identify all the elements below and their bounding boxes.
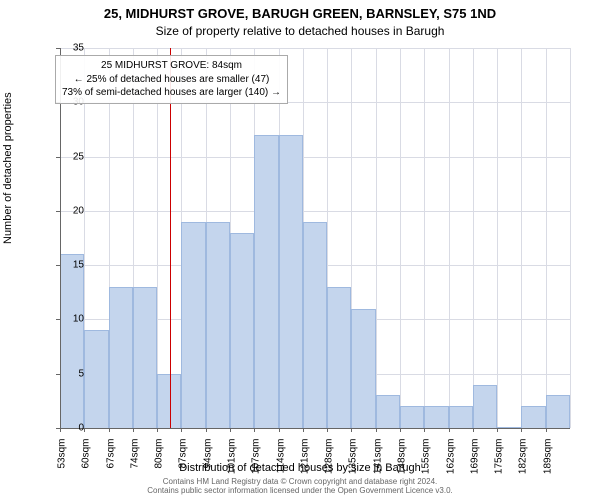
grid-line <box>60 48 570 49</box>
chart-plot-area: 53sqm60sqm67sqm74sqm80sqm87sqm94sqm101sq… <box>60 48 570 428</box>
y-tick-label: 10 <box>54 314 84 325</box>
histogram-bar <box>206 222 230 428</box>
chart-subtitle: Size of property relative to detached ho… <box>0 24 600 38</box>
histogram-bar <box>84 330 108 428</box>
y-tick-label: 25 <box>54 151 84 162</box>
histogram-bar <box>181 222 205 428</box>
y-axis-label: Number of detached properties <box>2 92 14 244</box>
footer-line1: Contains HM Land Registry data © Crown c… <box>163 477 438 486</box>
histogram-bar <box>109 287 133 428</box>
histogram-bar <box>327 287 351 428</box>
footer-attribution: Contains HM Land Registry data © Crown c… <box>0 477 600 496</box>
grid-line <box>60 157 570 158</box>
histogram-bar <box>133 287 157 428</box>
annotation-line: ← 25% of detached houses are smaller (47… <box>62 73 281 87</box>
histogram-bar <box>60 254 84 428</box>
y-tick-label: 20 <box>54 205 84 216</box>
histogram-bar <box>449 406 473 428</box>
histogram-bar <box>376 395 400 428</box>
histogram-bar <box>303 222 327 428</box>
chart-title: 25, MIDHURST GROVE, BARUGH GREEN, BARNSL… <box>0 6 600 21</box>
annotation-line: 25 MIDHURST GROVE: 84sqm <box>62 59 281 73</box>
histogram-bar <box>254 135 278 428</box>
y-tick-label: 5 <box>54 368 84 379</box>
histogram-bar <box>230 233 254 428</box>
histogram-bar <box>279 135 303 428</box>
grid-line <box>60 211 570 212</box>
x-axis-label: Distribution of detached houses by size … <box>0 462 600 474</box>
reference-line <box>170 48 171 428</box>
y-tick-label: 0 <box>54 423 84 434</box>
annotation-line: 73% of semi-detached houses are larger (… <box>62 86 281 100</box>
histogram-bar <box>521 406 545 428</box>
histogram-bar <box>473 385 497 428</box>
y-tick-label: 15 <box>54 260 84 271</box>
histogram-bar <box>351 309 375 428</box>
histogram-bar <box>546 395 570 428</box>
histogram-bar <box>424 406 448 428</box>
footer-line2: Contains public sector information licen… <box>147 486 453 495</box>
annotation-box: 25 MIDHURST GROVE: 84sqm← 25% of detache… <box>55 55 288 104</box>
y-tick-label: 35 <box>54 43 84 54</box>
histogram-bar <box>400 406 424 428</box>
